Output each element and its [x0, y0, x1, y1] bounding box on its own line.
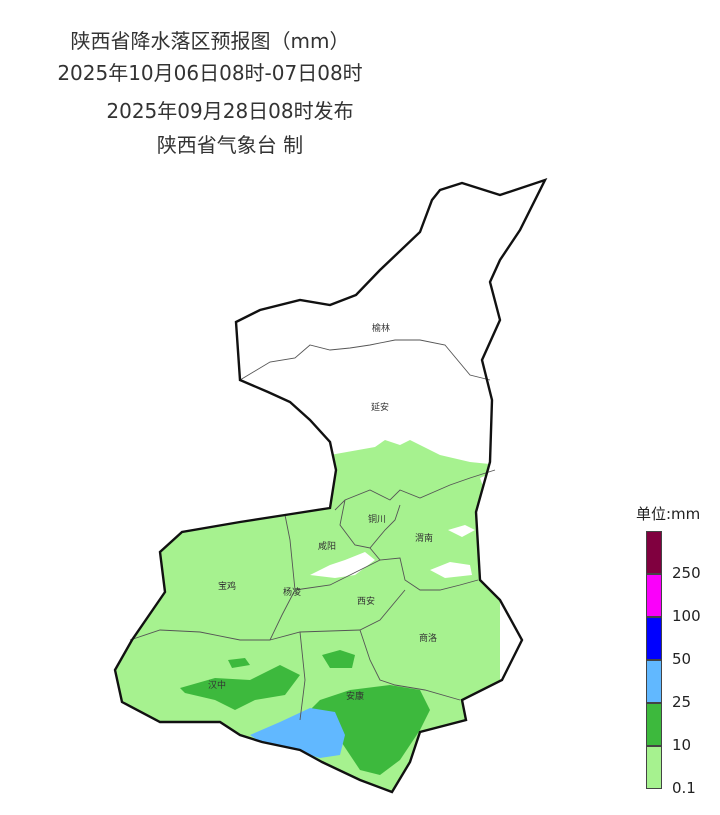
legend-label: 250	[672, 564, 701, 582]
legend-label: 0.1	[672, 779, 696, 797]
city-label-yulin: 榆林	[372, 322, 390, 334]
city-label-weinan: 渭南	[415, 532, 433, 544]
city-label-hanzhong: 汉中	[208, 679, 226, 691]
city-label-tongchuan: 铜川	[368, 513, 386, 525]
city-labels: 榆林 延安 铜川 渭南 咸阳 宝鸡 杨凌 西安 商洛 汉中 安康	[208, 322, 437, 702]
valid-period: 2025年10月06日08时-07日08时	[57, 61, 363, 85]
legend-swatch	[646, 746, 662, 789]
issue-time: 2025年09月28日08时发布	[106, 99, 354, 123]
legend-swatch	[646, 703, 662, 746]
legend-label: 50	[672, 650, 692, 668]
city-label-ankang: 安康	[346, 690, 364, 702]
city-label-baoji: 宝鸡	[218, 580, 236, 592]
legend-swatch	[646, 617, 662, 660]
legend-swatch	[646, 660, 662, 703]
map-title: 陕西省降水落区预报图（mm）	[70, 29, 350, 53]
rain-area-10	[180, 650, 430, 775]
city-label-xian: 西安	[357, 595, 375, 607]
city-label-yanan: 延安	[371, 401, 389, 413]
legend-title: 单位:mm	[636, 505, 701, 523]
legend-label: 10	[672, 736, 692, 754]
legend-label: 25	[672, 693, 692, 711]
city-label-yangling: 杨凌	[283, 586, 301, 598]
city-label-shangluo: 商洛	[419, 632, 437, 644]
legend-label: 100	[672, 607, 701, 625]
producer: 陕西省气象台 制	[156, 133, 304, 157]
legend-swatch	[646, 574, 662, 617]
legend-swatch	[646, 531, 662, 574]
legend: 单位:mm 250 100 50 25 10 0.1	[636, 503, 701, 797]
city-boundaries	[129, 339, 496, 721]
city-label-xianyang: 咸阳	[318, 540, 336, 552]
